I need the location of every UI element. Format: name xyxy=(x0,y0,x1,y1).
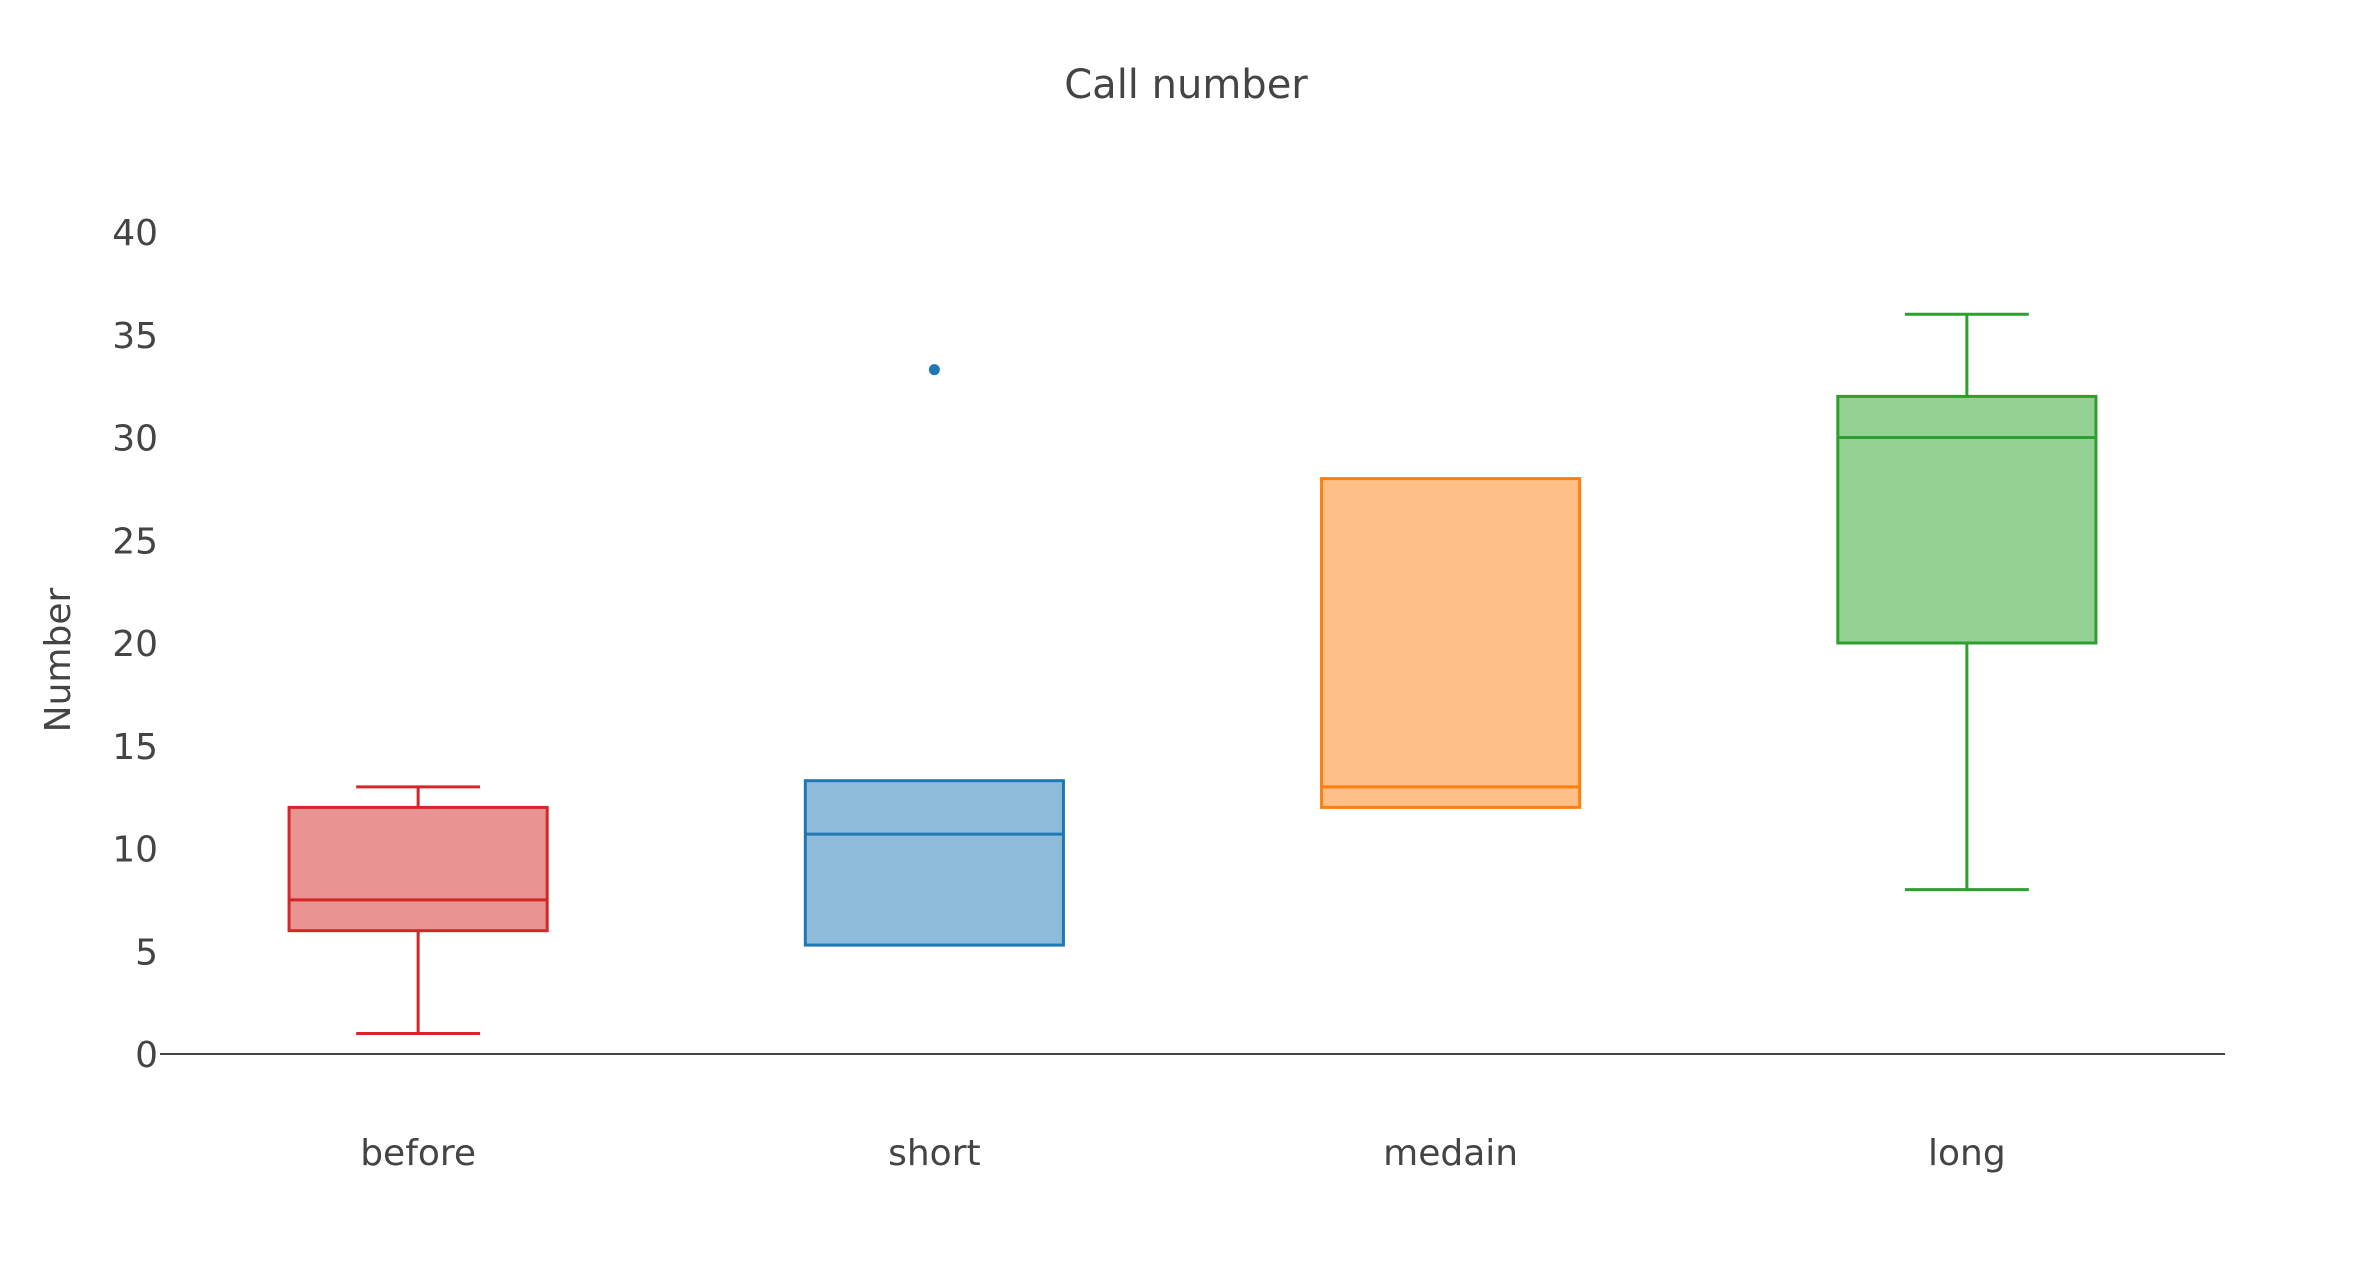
box-iqr xyxy=(1320,477,1582,809)
y-axis-title: Number xyxy=(38,587,79,732)
box-long xyxy=(1836,312,2098,892)
box-before xyxy=(287,785,549,1035)
box-iqr xyxy=(803,779,1065,947)
x-category-label: short xyxy=(888,1133,981,1174)
x-category-label: long xyxy=(1928,1133,2006,1174)
box-series xyxy=(287,312,2098,1035)
box-iqr xyxy=(287,805,549,933)
outlier-point xyxy=(928,364,940,376)
chart-title: Call number xyxy=(1064,62,1308,108)
box-short xyxy=(803,364,1065,947)
y-tick-label: 5 xyxy=(135,932,158,973)
y-tick-label: 25 xyxy=(112,521,158,562)
x-axis-categories: before short medain long xyxy=(360,1133,2006,1174)
box-medain xyxy=(1320,477,1582,809)
y-tick-label: 40 xyxy=(112,213,158,254)
y-axis-ticks: 0 5 10 15 20 25 30 35 40 xyxy=(112,213,158,1076)
x-category-label: before xyxy=(360,1133,476,1174)
y-tick-label: 35 xyxy=(112,316,158,357)
y-tick-label: 20 xyxy=(112,624,158,665)
y-tick-label: 10 xyxy=(112,830,158,871)
x-category-label: medain xyxy=(1383,1133,1518,1174)
y-tick-label: 0 xyxy=(135,1035,158,1076)
box-iqr xyxy=(1836,394,2098,645)
y-tick-label: 15 xyxy=(112,727,158,768)
y-tick-label: 30 xyxy=(112,419,158,460)
